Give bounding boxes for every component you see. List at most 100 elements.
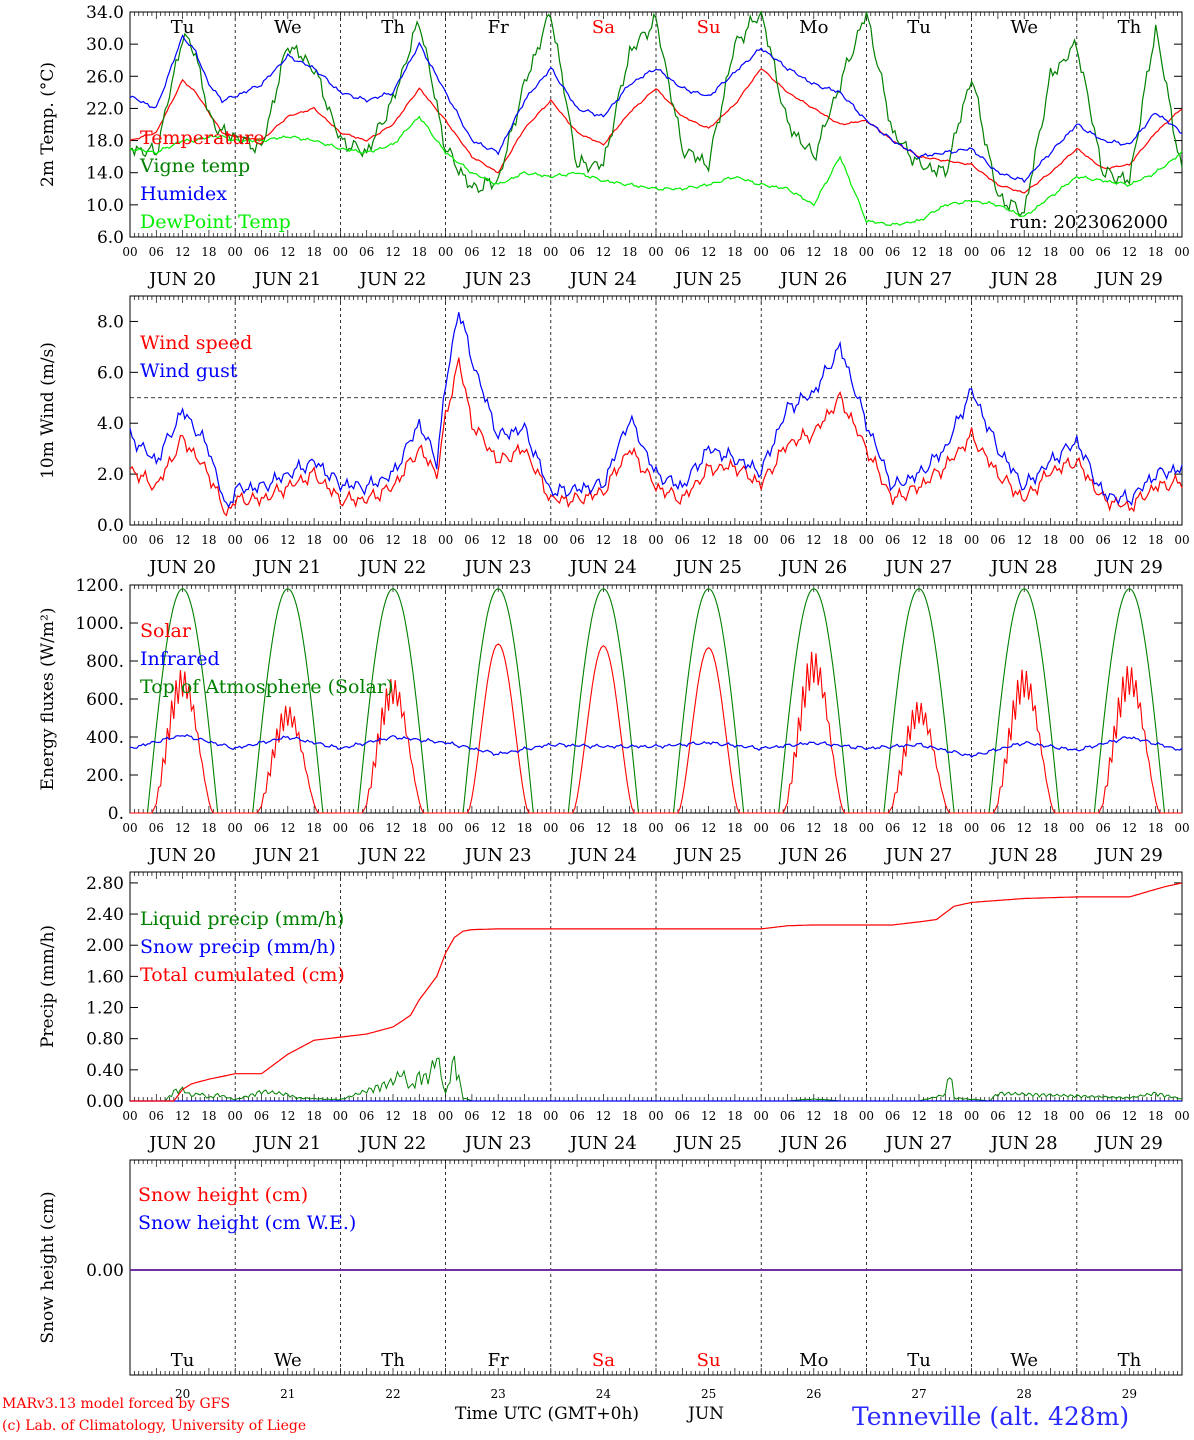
hour-tick-label: 06: [990, 1109, 1005, 1123]
hour-tick-label: 06: [1095, 821, 1110, 835]
legend-entry: Top of Atmosphere (Solar): [140, 676, 393, 698]
y-tick-label: 18.0: [86, 132, 124, 152]
hour-tick-label: 06: [254, 1109, 269, 1123]
hour-tick-label: 12: [280, 533, 295, 547]
hour-tick-label: 12: [806, 533, 821, 547]
day-label: JUN 28: [989, 269, 1058, 290]
day-label: JUN 26: [778, 557, 847, 578]
hour-tick-label: 18: [201, 821, 216, 835]
hour-tick-label: 12: [596, 533, 611, 547]
hour-tick-label: 00: [228, 245, 243, 259]
hour-tick-label: 00: [754, 245, 769, 259]
weekday-label: Mo: [799, 1350, 828, 1371]
hour-tick-label: 00: [1174, 533, 1189, 547]
hour-tick-label: 06: [675, 533, 690, 547]
hour-tick-label: 18: [412, 1109, 427, 1123]
hour-tick-label: 06: [254, 245, 269, 259]
hour-tick-label: 06: [464, 1109, 479, 1123]
day-label: JUN 24: [568, 269, 637, 290]
hour-tick-label: 12: [596, 1109, 611, 1123]
y-tick-label: 400.: [86, 728, 124, 748]
weekday-label: Tu: [907, 1350, 931, 1371]
hour-tick-label: 00: [1174, 821, 1189, 835]
hour-tick-label: 00: [333, 821, 348, 835]
hour-tick-label: 18: [727, 533, 742, 547]
y-tick-label: 0.: [108, 804, 124, 824]
hour-tick-label: 00: [543, 821, 558, 835]
hour-tick-label: 06: [359, 245, 374, 259]
hour-tick-label: 00: [122, 821, 137, 835]
hour-tick-label: 00: [333, 1109, 348, 1123]
hour-tick-label: 00: [648, 245, 663, 259]
hour-tick-label: 18: [412, 533, 427, 547]
hour-tick-label: 00: [1174, 245, 1189, 259]
weekday-label: Sa: [592, 1350, 615, 1371]
hour-tick-label: 06: [1095, 245, 1110, 259]
hour-tick-label: 00: [648, 533, 663, 547]
legend-entry: Infrared: [140, 648, 220, 670]
hour-tick-label: 12: [280, 821, 295, 835]
day-label: JUN 21: [252, 557, 321, 578]
legend-entry: Wind speed: [140, 332, 252, 354]
y-tick-label: 34.0: [86, 3, 124, 23]
hour-tick-label: 18: [938, 821, 953, 835]
hour-tick-label: 12: [491, 245, 506, 259]
panel-4: 0.00 0.40 0.80 1.20 1.60 2.00 2.40 2.80 Precip (…: [38, 871, 1190, 1154]
day-label: JUN 22: [358, 1133, 427, 1154]
hour-tick-label: 12: [175, 533, 190, 547]
hour-tick-label: 18: [306, 1109, 321, 1123]
hour-tick-label: 06: [990, 245, 1005, 259]
model-credit-line: MARv3.13 model forced by GFS: [2, 1396, 231, 1412]
hour-tick-label: 12: [175, 1109, 190, 1123]
day-label: JUN 20: [147, 557, 216, 578]
y-tick-label: 1200.: [75, 576, 124, 596]
y-tick-label: 8.0: [97, 312, 124, 332]
hour-tick-label: 06: [569, 1109, 584, 1123]
hour-tick-label: 18: [832, 533, 847, 547]
hour-tick-label: 00: [648, 1109, 663, 1123]
day-label: JUN 21: [252, 269, 321, 290]
day-label: JUN 23: [463, 1133, 532, 1154]
hour-tick-label: 06: [359, 821, 374, 835]
hour-tick-label: 12: [491, 1109, 506, 1123]
hour-tick-label: 06: [780, 1109, 795, 1123]
hour-tick-label: 12: [1017, 1109, 1032, 1123]
hour-tick-label: 12: [806, 1109, 821, 1123]
hour-tick-label: 12: [280, 245, 295, 259]
lab-credit-line: (c) Lab. of Climatology, University of L…: [2, 1418, 307, 1434]
hour-tick-label: 00: [1069, 821, 1084, 835]
y-tick-label: 2.40: [86, 905, 124, 925]
hour-tick-label: 12: [911, 533, 926, 547]
hour-tick-label: 18: [938, 245, 953, 259]
hour-tick-label: 06: [149, 245, 164, 259]
weekday-label: Su: [697, 1350, 721, 1371]
y-axis-label: Precip (mm/h): [38, 925, 58, 1048]
panel-2: 0.0 2.0 4.0 6.0 8.0 10m Wind (m/s) Wind speed W…: [38, 295, 1190, 578]
y-tick-label: 2.00: [86, 936, 124, 956]
hour-tick-label: 06: [780, 245, 795, 259]
hour-tick-label: 06: [464, 245, 479, 259]
date-label: 20: [175, 1387, 190, 1401]
hour-tick-label: 06: [675, 245, 690, 259]
day-label: JUN 26: [778, 1133, 847, 1154]
panel-1: 6.0 10.0 14.0 18.0 22.0 26.0 30.0 34.0 2m Temp. …: [38, 3, 1190, 290]
hour-tick-label: 18: [832, 1109, 847, 1123]
weekday-label: Th: [1118, 1350, 1142, 1371]
hour-tick-label: 12: [1017, 821, 1032, 835]
hour-tick-label: 18: [622, 1109, 637, 1123]
day-label: JUN 20: [147, 845, 216, 866]
day-label: JUN 27: [884, 557, 953, 578]
day-label: JUN 28: [989, 845, 1058, 866]
hour-tick-label: 12: [701, 245, 716, 259]
hour-tick-label: 18: [201, 1109, 216, 1123]
series-line-humidex: [129, 34, 1183, 184]
legend-entry: Total cumulated (cm): [140, 964, 345, 986]
hour-tick-label: 00: [543, 245, 558, 259]
weekday-label: Sa: [592, 17, 615, 38]
hour-tick-label: 12: [491, 533, 506, 547]
date-label: 27: [911, 1387, 926, 1401]
hour-tick-label: 18: [1148, 821, 1163, 835]
hour-tick-label: 06: [780, 821, 795, 835]
y-tick-label: 1000.: [75, 614, 124, 634]
hour-tick-label: 00: [438, 533, 453, 547]
